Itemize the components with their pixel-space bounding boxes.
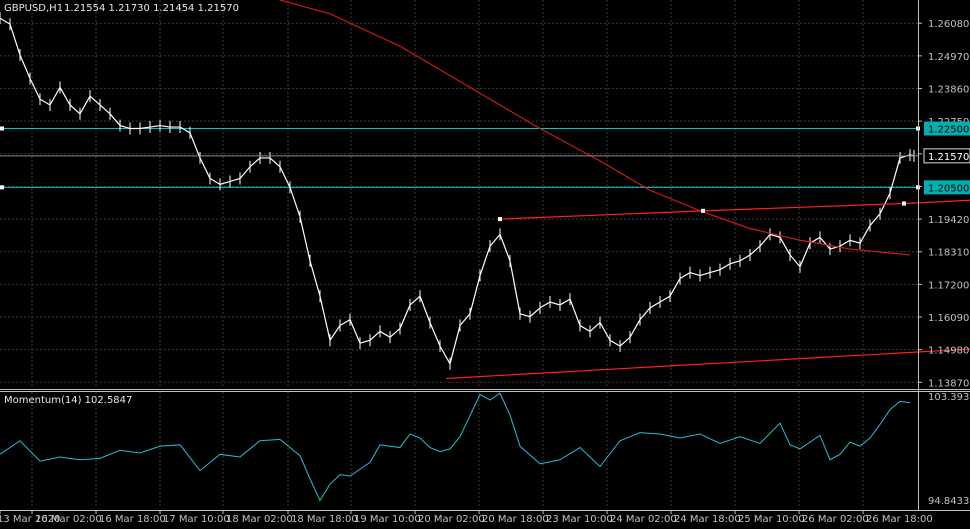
momentum-line [0, 392, 911, 502]
trendline-anchor [701, 208, 705, 213]
trendline-anchor [902, 201, 906, 206]
time-tick-label: 13 Mar 2020 [0, 514, 60, 525]
main-price-grid [0, 0, 918, 387]
level-price-tag [924, 180, 970, 195]
price-tick-label: 1.13870 [928, 378, 969, 389]
level-handle [0, 126, 4, 131]
trendline-anchor [498, 217, 502, 222]
upper-trendline [499, 199, 970, 220]
price-tick-label: 1.24970 [928, 52, 969, 63]
price-line [0, 17, 915, 366]
chart-headers: GBPUSD,H1 1.21554 1.21730 1.21454 1.2157… [4, 3, 239, 406]
price-tick-label: 1.23860 [928, 85, 969, 96]
lower-trendline [445, 348, 970, 380]
current-price-label: 1.21570 [928, 152, 969, 163]
time-tick-label: 23 Mar 10:00 [546, 514, 613, 525]
time-tick-label: 25 Mar 10:00 [738, 514, 805, 525]
time-tick-label: 24 Mar 18:00 [674, 514, 741, 525]
momentum-grid [31, 392, 864, 508]
level-handle [0, 185, 4, 190]
momentum-indicator-label: Momentum(14) 102.5847 [4, 395, 132, 406]
time-tick-label: 16 Mar 18:00 [99, 514, 166, 525]
level-price-tag [924, 121, 970, 136]
price-tick-label: 1.18310 [928, 248, 969, 259]
time-tick-label: 26 Mar 18:00 [866, 514, 933, 525]
momentum-series [0, 392, 911, 502]
moving-average-line [279, 0, 911, 256]
momentum-axis[interactable]: 103.3936 94.8433 [928, 392, 970, 507]
time-tick-label: 18 Mar 02:00 [226, 514, 293, 525]
time-tick-label: 16 Mar 02:00 [35, 514, 102, 525]
level-price-label: 1.20500 [928, 183, 969, 194]
momentum-tick-label: 103.3936 [928, 392, 970, 403]
time-tick-label: 26 Mar 02:00 [802, 514, 869, 525]
time-tick-label: 17 Mar 10:00 [163, 514, 230, 525]
price-tick-label: 1.16090 [928, 313, 969, 324]
overlay-lines[interactable] [279, 0, 970, 380]
time-tick-label: 19 Mar 10:00 [354, 514, 421, 525]
price-tick-label: 1.26080 [928, 19, 969, 30]
price-tick-label: 1.19420 [928, 215, 969, 226]
time-tick-label: 20 Mar 18:00 [482, 514, 549, 525]
horizontal-levels[interactable] [0, 126, 920, 190]
price-tick-label: 1.17200 [928, 280, 969, 291]
time-tick-label: 20 Mar 02:00 [418, 514, 485, 525]
time-tick-label: 24 Mar 02:00 [610, 514, 677, 525]
current-price-tag [923, 148, 970, 164]
momentum-tick-label: 94.8433 [928, 496, 969, 507]
price-series [0, 12, 915, 370]
ohlc-label: 1.21554 1.21730 1.21454 1.21570 [64, 3, 239, 14]
price-tick-label: 1.14980 [928, 346, 969, 357]
time-tick-label: 18 Mar 18:00 [291, 514, 358, 525]
symbol-label: GBPUSD,H1 [4, 3, 63, 14]
chart-frames [0, 0, 970, 511]
level-price-label: 1.22500 [928, 125, 969, 136]
price-axis[interactable]: 1.260801.249701.238601.227501.216401.205… [0, 19, 970, 389]
